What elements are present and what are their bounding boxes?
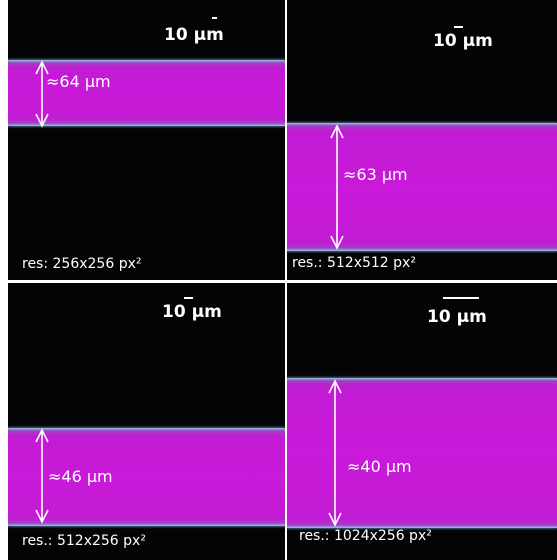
scale-bar [454, 26, 463, 28]
resolution-label: res: 256x256 px² [22, 256, 142, 272]
scale-bar [184, 297, 193, 299]
measurement-label: ≈40 µm [347, 457, 412, 476]
micrograph-panel-2: ≈63 µm 10 µm res.: 512x512 px² [287, 0, 557, 280]
channel-band [8, 60, 285, 126]
double-arrow-icon [35, 60, 49, 128]
resolution-label: res.: 512x512 px² [292, 255, 416, 271]
micrograph-panel-3: ≈46 µm 10 µm res.: 512x256 px² [8, 283, 285, 560]
channel-band [287, 378, 557, 528]
double-arrow-icon [328, 379, 342, 527]
micrograph-panel-4: ≈40 µm 10 µm res.: 1024x256 px² [287, 283, 557, 560]
micrograph-panel-1: ≈64 µm 10 µm res: 256x256 px² [8, 0, 285, 280]
double-arrow-icon [330, 124, 344, 250]
channel-band [8, 428, 285, 526]
scale-label: 10 µm [427, 307, 487, 327]
scale-bar [212, 17, 217, 19]
measurement-label: ≈64 µm [46, 72, 111, 91]
scale-bar [443, 297, 479, 299]
measurement-label: ≈63 µm [343, 165, 408, 184]
resolution-label: res.: 512x256 px² [22, 533, 146, 549]
scale-label: 10 µm [433, 31, 493, 51]
channel-band [287, 123, 557, 251]
scale-label: 10 µm [162, 302, 222, 322]
measurement-label: ≈46 µm [48, 467, 113, 486]
resolution-label: res.: 1024x256 px² [299, 528, 432, 544]
double-arrow-icon [35, 428, 49, 524]
scale-label: 10 µm [164, 25, 224, 45]
